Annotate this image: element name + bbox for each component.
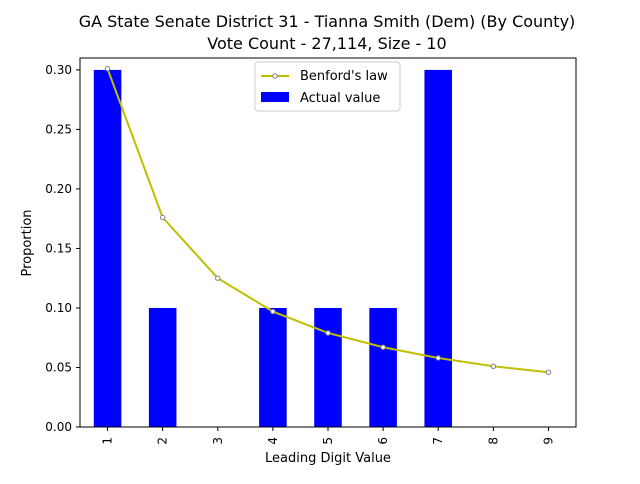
benford-point-digit-6	[380, 344, 386, 350]
y-axis-label: Proportion	[20, 209, 35, 276]
benford-point-digit-9	[545, 369, 552, 375]
x-tick-label: 6	[376, 437, 390, 445]
benford-point-digit-8	[490, 363, 497, 369]
y-tick-label: 0.15	[45, 241, 72, 255]
legend-benford-marker-icon	[272, 73, 278, 79]
x-tick-label: 2	[156, 437, 170, 445]
x-tick-label: 9	[541, 437, 555, 445]
benford-point-digit-1	[104, 66, 111, 72]
axes-layer: 0.00 0.05 0.10 0.15 0.20 0.25 0.30 1 2 3 4 5 6 7 8 9	[45, 57, 577, 445]
y-tick-label: 0.10	[45, 301, 72, 315]
x-axis-label: Leading Digit Value	[265, 451, 391, 466]
y-tick-label: 0.25	[45, 122, 72, 136]
legend-actual-swatch-icon	[261, 92, 289, 102]
legend-box	[254, 61, 401, 112]
x-tick-label: 4	[266, 437, 280, 445]
bar-digit-5	[314, 307, 342, 427]
y-tick-label: 0.20	[45, 182, 72, 196]
benford-point-digit-3	[215, 275, 221, 281]
legend-actual-label: Actual value	[300, 91, 380, 106]
y-tick-label: 0.30	[45, 63, 72, 77]
x-tick-label: 8	[486, 437, 500, 445]
y-tick-label: 0.05	[45, 360, 72, 374]
benford-point-digit-4	[270, 308, 276, 315]
legend: Benford's law Actual value	[254, 61, 401, 112]
chart-title-line2: Vote Count - 27,114, Size - 10	[207, 34, 446, 53]
benford-line-layer	[104, 66, 552, 375]
bars-layer	[93, 69, 452, 428]
x-tick-label: 7	[431, 437, 445, 445]
bar-digit-2	[148, 307, 177, 427]
bar-digit-4	[259, 307, 287, 427]
x-tick-label: 5	[321, 437, 335, 445]
bar-digit-1	[93, 69, 122, 428]
benford-point-digit-2	[159, 214, 166, 221]
x-tick-label: 1	[101, 437, 115, 445]
x-tick-label: 3	[211, 437, 225, 445]
y-tick-label: 0.00	[45, 420, 72, 434]
benford-point-digit-5	[325, 330, 331, 336]
benford-point-digit-7	[435, 355, 441, 361]
legend-benford-label: Benford's law	[300, 69, 388, 84]
bar-digit-6	[369, 307, 397, 427]
bar-digit-7	[424, 69, 452, 428]
chart-title-line1: GA State Senate District 31 - Tianna Smi…	[79, 12, 576, 31]
